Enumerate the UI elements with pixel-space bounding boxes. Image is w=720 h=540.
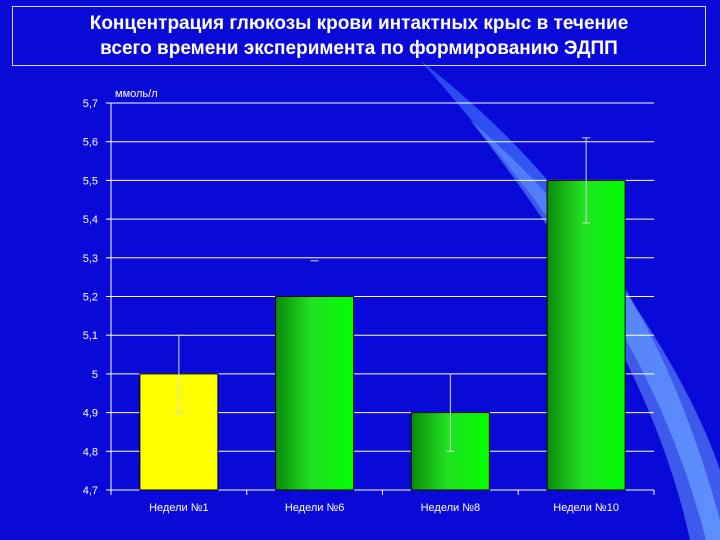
title-line-2: всего времени эксперимента по формирован… xyxy=(100,38,618,59)
x-category-label: Недели №8 xyxy=(421,502,481,514)
y-tick-label: 5,7 xyxy=(83,98,98,110)
y-tick-label: 5,4 xyxy=(83,214,98,226)
page-title: Концентрация глюкозы крови интактных кры… xyxy=(12,6,706,66)
title-line-1: Концентрация глюкозы крови интактных кры… xyxy=(89,13,629,34)
bar xyxy=(275,296,355,491)
y-tick-label: 5,1 xyxy=(83,330,98,342)
y-tick-label: 5,2 xyxy=(83,292,98,304)
x-category-label: Недели №10 xyxy=(553,502,619,514)
bar xyxy=(546,179,626,491)
y-tick-label: 5,6 xyxy=(83,137,98,149)
y-tick-label: 4,8 xyxy=(83,446,98,458)
tick-labels: 5,7 5,6 5,5 5,4 5,3 5,2 5,1 5 4,9 4,8 4,7 ммоль/л Не… xyxy=(83,88,619,514)
y-tick-label: 5 xyxy=(92,369,98,381)
y-tick-label: 4,9 xyxy=(83,408,98,420)
x-category-label: Недели №1 xyxy=(149,502,209,514)
y-tick-label: 4,7 xyxy=(83,485,98,497)
bars xyxy=(139,179,626,491)
y-tick-label: 5,3 xyxy=(83,253,98,265)
error-bars xyxy=(174,137,591,452)
y-axis-unit-label: ммоль/л xyxy=(115,88,158,100)
x-category-label: Недели №6 xyxy=(285,502,345,514)
y-tick-label: 5,5 xyxy=(83,175,98,187)
background-swoosh-band xyxy=(470,120,720,540)
